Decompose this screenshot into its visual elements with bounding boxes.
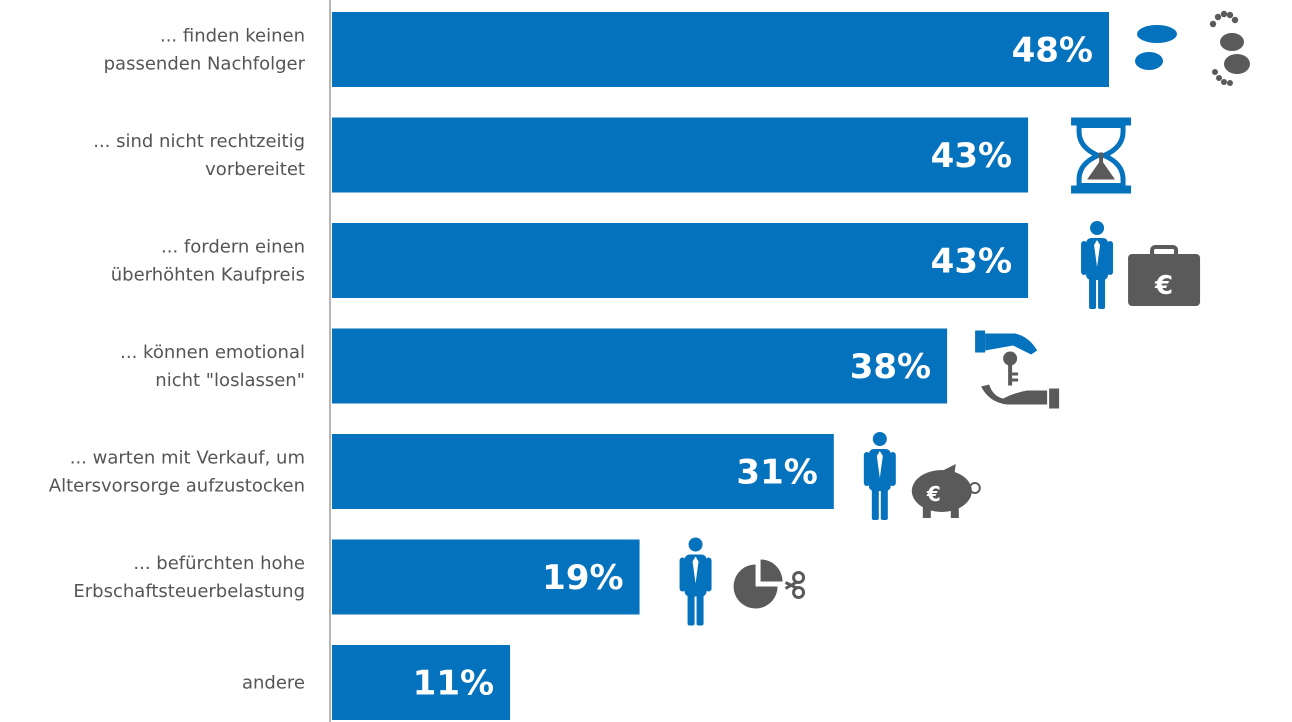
category-label: Erbschaftsteuerbelastung	[73, 581, 305, 602]
hourglass-icon	[1071, 117, 1132, 194]
bar-value-label: 19%	[542, 558, 623, 598]
category-label: überhöhten Kaufpreis	[111, 265, 305, 286]
category-label: Altersvorsorge aufzustocken	[49, 476, 305, 497]
businessman-pie-chart-scissors-icon	[679, 537, 806, 626]
bar-value-label: 11%	[413, 664, 494, 704]
category-label: vorbereitet	[205, 159, 305, 180]
businessman-piggy-bank-icon: €	[863, 432, 981, 520]
bar-5	[332, 434, 834, 509]
icons-layer: €€	[679, 10, 1250, 626]
category-label: ... fordern einen	[161, 237, 305, 258]
hand-key-hand-icon	[975, 330, 1060, 409]
category-label: andere	[242, 673, 305, 694]
bar-2	[332, 117, 1029, 193]
footprints-icon	[1135, 10, 1250, 86]
bar-1	[332, 12, 1109, 87]
category-label: nicht "loslassen"	[155, 370, 305, 391]
bar-3	[332, 223, 1029, 298]
category-label: ... sind nicht rechtzeitig	[93, 131, 305, 152]
category-label: ... finden keinen	[160, 26, 305, 47]
category-label: passenden Nachfolger	[104, 54, 306, 75]
bar-value-label: 43%	[931, 136, 1012, 176]
category-label: ... warten mit Verkauf, um	[70, 448, 305, 469]
bar-value-label: 43%	[931, 242, 1012, 282]
bars-layer: 48% ... finden keinen passenden Nachfolger…	[49, 12, 1109, 720]
bar-value-label: 48%	[1012, 31, 1093, 71]
bar-value-label: 31%	[736, 453, 817, 493]
category-label: ... befürchten hohe	[133, 553, 305, 574]
businessman-euro-briefcase-icon: €	[1081, 221, 1201, 309]
svg-text:€: €	[1154, 271, 1173, 301]
bar-4	[332, 328, 948, 404]
bar-7	[332, 645, 511, 720]
svg-text:€: €	[926, 482, 941, 506]
bar-value-label: 38%	[850, 347, 931, 387]
bar-6	[332, 539, 640, 615]
category-label: ... können emotional	[120, 342, 305, 363]
